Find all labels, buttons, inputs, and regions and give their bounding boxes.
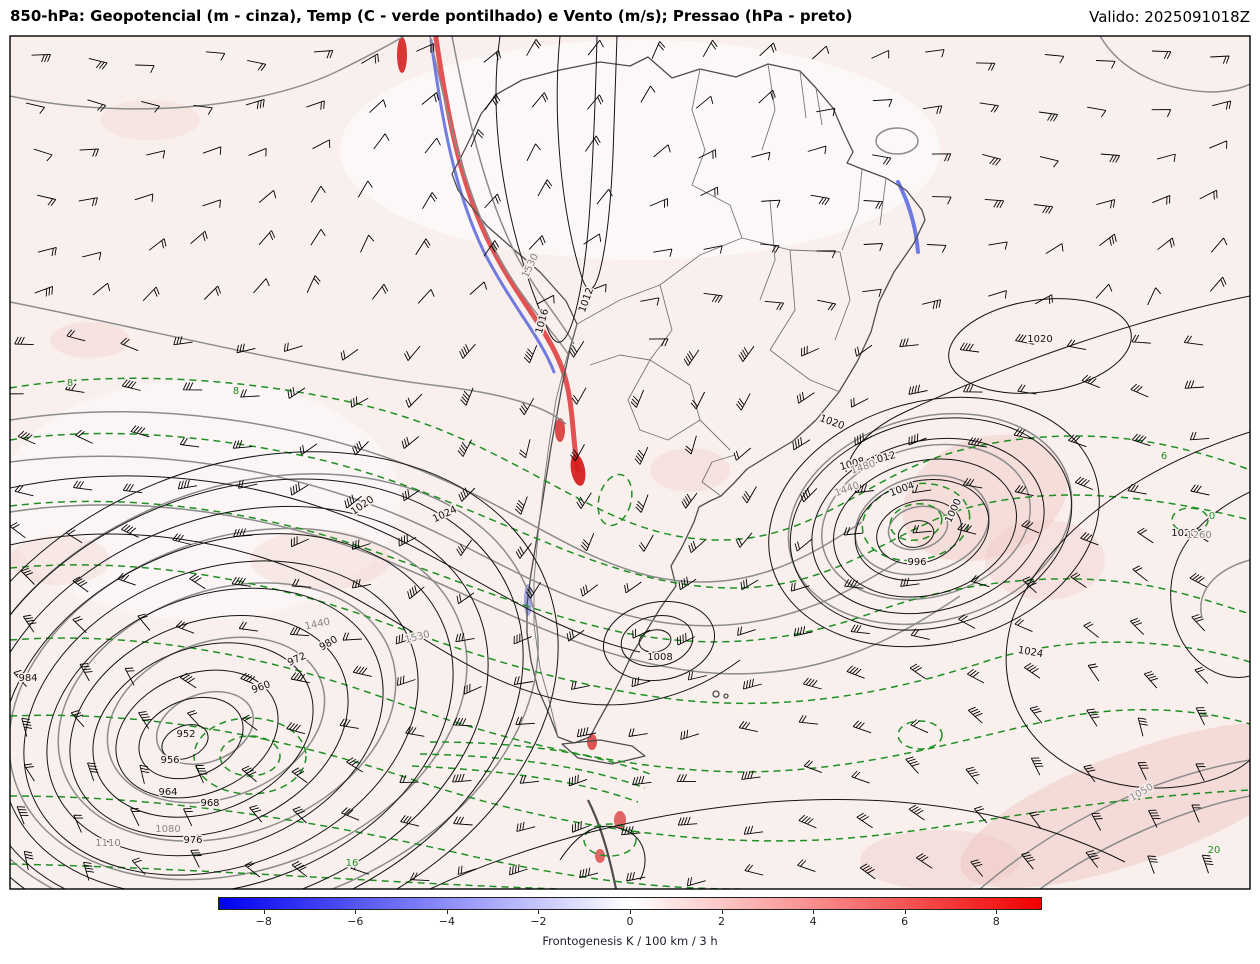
temperature-contour-label: 8 bbox=[233, 386, 239, 397]
temperature-contour-label: 0 bbox=[1209, 511, 1215, 522]
geopotential-contours bbox=[10, 36, 1250, 889]
pressure-contour-label: 968 bbox=[200, 798, 219, 809]
pressure-contour-label: 1008 bbox=[647, 652, 672, 663]
coast-antarctic-peninsula bbox=[587, 799, 618, 889]
coast-islands bbox=[712, 690, 720, 698]
wind-barbs bbox=[10, 39, 1232, 887]
geopotential-contour-label: 1080 bbox=[155, 824, 180, 835]
pressure-contour-label: 964 bbox=[158, 787, 177, 798]
temperature-contours bbox=[10, 377, 1250, 889]
pressure-contour-label: 952 bbox=[176, 729, 195, 740]
pressure-contour-label: 984 bbox=[18, 673, 37, 684]
colorbar-label: Frontogenesis K / 100 km / 3 h bbox=[542, 934, 718, 948]
coast-tierra-del-fuego bbox=[561, 739, 646, 765]
geopotential-contour-label: 1110 bbox=[95, 838, 120, 849]
coast-islands bbox=[723, 693, 729, 699]
coastlines bbox=[451, 56, 926, 889]
temperature-contour-label: 20 bbox=[1208, 845, 1221, 856]
colorbar bbox=[218, 897, 1042, 910]
pressure-contour-label: 1020 bbox=[1027, 334, 1052, 345]
geopotential-contour-label: 1260 bbox=[1186, 530, 1211, 541]
pressure-contour-label: 996 bbox=[907, 557, 926, 568]
valid-time: Valido: 2025091018Z bbox=[1089, 8, 1250, 26]
page-title: 850-hPa: Geopotencial (m - cinza), Temp … bbox=[10, 7, 853, 25]
pressure-contour-label: 976 bbox=[183, 835, 202, 846]
temperature-contour-label: 6 bbox=[1161, 451, 1167, 462]
country-borders bbox=[533, 63, 887, 738]
temperature-contour-label: 16 bbox=[346, 858, 359, 869]
temperature-contour-label: 8 bbox=[67, 378, 73, 389]
pressure-contour-label: 1028 bbox=[1171, 528, 1196, 539]
pressure-contour-label: 956 bbox=[160, 755, 179, 766]
map-border bbox=[9, 35, 1251, 890]
